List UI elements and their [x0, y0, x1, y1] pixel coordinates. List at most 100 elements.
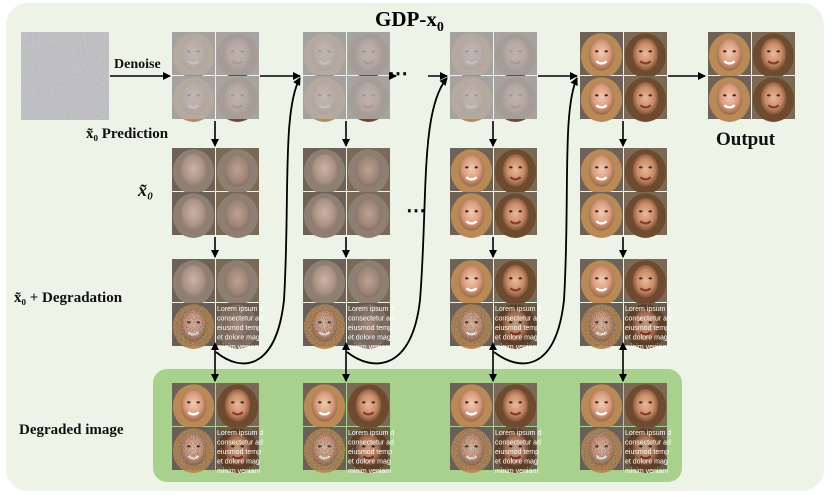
lorem-line: minim veniam [495, 468, 538, 475]
face-eye-right [474, 277, 478, 280]
lorem-line: eiusmod temp [217, 449, 261, 456]
face-mouth [639, 220, 652, 225]
noisy-grid-step-4 [580, 32, 667, 123]
face-speckle-overlay [172, 303, 215, 346]
lorem-tile-shade [347, 427, 390, 470]
face-skin [180, 154, 207, 187]
face-mouth [318, 411, 331, 416]
face-eye-left [639, 94, 643, 97]
lorem-line: et dolore mag [495, 459, 538, 466]
x0-grid-step-1 [172, 148, 259, 239]
face-skin [224, 154, 251, 187]
face-eye-left [639, 321, 643, 324]
lorem-line: minim veniam [625, 468, 668, 475]
lorem-line: minim veniam [348, 344, 391, 351]
face-eye-right [474, 166, 478, 169]
face-skin [632, 433, 659, 466]
face-eye-right [604, 277, 608, 280]
face-eye-right [604, 166, 608, 169]
face-eye-right [604, 210, 608, 213]
lorem-line: et dolore mag [495, 335, 538, 342]
face-noise-texture [450, 76, 493, 119]
face-skin [588, 38, 615, 71]
face-eye-left [509, 166, 513, 169]
face-speckle-overlay [303, 427, 346, 470]
face-mouth [639, 60, 652, 65]
face-eye-right [474, 401, 478, 404]
face-skin [355, 198, 382, 231]
face-noise-texture [303, 76, 346, 119]
face-eye-left [465, 277, 469, 280]
face-mouth [595, 176, 608, 181]
x0-degradation-grid-step-1: Lorem ipsum d consectetur ad eiusmod temp e… [172, 259, 263, 351]
face-skin [632, 389, 659, 422]
face-eye-left [595, 401, 599, 404]
face-eye-left [595, 210, 599, 213]
face-skin [716, 38, 743, 71]
face-eye-left [231, 445, 235, 448]
x0-grid-step-3 [450, 148, 537, 239]
lorem-line: Lorem ipsum d [217, 430, 263, 437]
face-skin [588, 389, 615, 422]
face-mouth [639, 331, 652, 336]
face-speckle-overlay [450, 303, 493, 346]
face-mouth [362, 455, 375, 460]
lorem-line: Lorem ipsum d [625, 430, 671, 437]
lorem-line: Lorem ipsum d [625, 306, 671, 313]
face-eye-right [196, 401, 200, 404]
face-skin [311, 389, 338, 422]
face-mouth [639, 287, 652, 292]
face-eye-left [362, 445, 366, 448]
lorem-line: eiusmod temp [348, 325, 392, 332]
face-eye-left [767, 50, 771, 53]
lorem-tile-shade [216, 303, 259, 346]
face-eye-left [465, 401, 469, 404]
face-eye-left [595, 277, 599, 280]
face-eye-right [732, 50, 736, 53]
face-mouth [187, 411, 200, 416]
face-skin [224, 389, 251, 422]
face-eye-right [518, 445, 522, 448]
lorem-line: et dolore mag [625, 459, 668, 466]
face-speckle-overlay [450, 427, 493, 470]
face-noise-texture [347, 76, 390, 119]
face-eye-right [648, 50, 652, 53]
face-skin [588, 154, 615, 187]
face-mouth [509, 176, 522, 181]
face-mouth [595, 104, 608, 109]
face-noise-texture [494, 76, 537, 119]
face-eye-right [648, 445, 652, 448]
face-eye-left [231, 401, 235, 404]
face-eye-left [509, 210, 513, 213]
x0-grid-step-2 [303, 148, 390, 239]
face-eye-left [723, 50, 727, 53]
lorem-line: eiusmod temp [625, 325, 669, 332]
face-skin [632, 198, 659, 231]
face-skin [180, 265, 207, 298]
face-skin [224, 198, 251, 231]
face-mouth [509, 411, 522, 416]
noise-input-texture [21, 32, 109, 120]
lorem-line: minim veniam [495, 344, 538, 351]
face-mouth [595, 411, 608, 416]
lorem-line: consectetur ad [217, 440, 263, 447]
x0-grid-step-4 [580, 148, 667, 239]
face-skin [224, 309, 251, 342]
face-eye-left [723, 94, 727, 97]
face-eye-right [518, 210, 522, 213]
degraded-image-grid-step-4: Lorem ipsum d consectetur ad eiusmod temp e… [580, 383, 671, 475]
face-skin [502, 389, 529, 422]
face-skin [224, 265, 251, 298]
face-eye-right [604, 50, 608, 53]
face-mouth [639, 104, 652, 109]
face-skin [716, 82, 743, 115]
lorem-tile-shade [216, 427, 259, 470]
lorem-line: eiusmod temp [495, 325, 539, 332]
label-denoise: Denoise [114, 57, 161, 72]
face-mouth [231, 411, 244, 416]
lorem-line: et dolore mag [625, 335, 668, 342]
face-eye-left [318, 401, 322, 404]
title-subscript: 0 [437, 20, 444, 35]
face-skin [355, 309, 382, 342]
